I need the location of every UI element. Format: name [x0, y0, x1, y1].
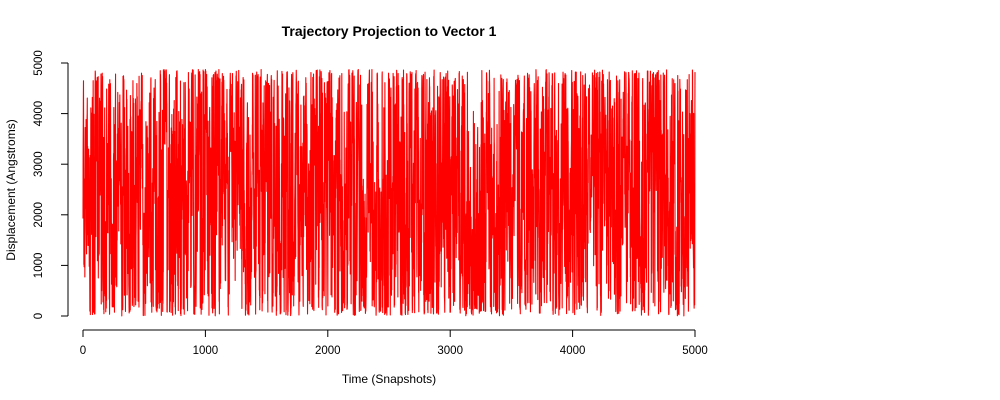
- y-tick-label: 5000: [33, 50, 45, 76]
- x-tick-label: 1000: [193, 345, 219, 357]
- y-tick-label: 2000: [33, 202, 45, 228]
- y-tick-label: 3000: [33, 151, 45, 177]
- x-tick-label: 3000: [437, 345, 463, 357]
- x-tick-label: 0: [80, 345, 86, 357]
- y-axis-label: Displacement (Angstroms): [4, 119, 18, 260]
- x-axis-label: Time (Snapshots): [342, 372, 436, 386]
- y-tick-label: 0: [33, 313, 45, 319]
- series-polyline: [82, 69, 696, 317]
- y-axis: 0 1000 2000 3000 4000 5000: [33, 50, 69, 319]
- y-tick-label: 4000: [33, 101, 45, 127]
- x-tick-label: 2000: [315, 345, 341, 357]
- chart-title: Trajectory Projection to Vector 1: [282, 23, 497, 39]
- y-tick-label: 1000: [33, 253, 45, 279]
- series-line: [82, 69, 696, 317]
- x-tick-label: 4000: [560, 345, 586, 357]
- x-tick-label: 5000: [682, 345, 708, 357]
- x-axis: 0 1000 2000 3000 4000 5000: [80, 329, 708, 357]
